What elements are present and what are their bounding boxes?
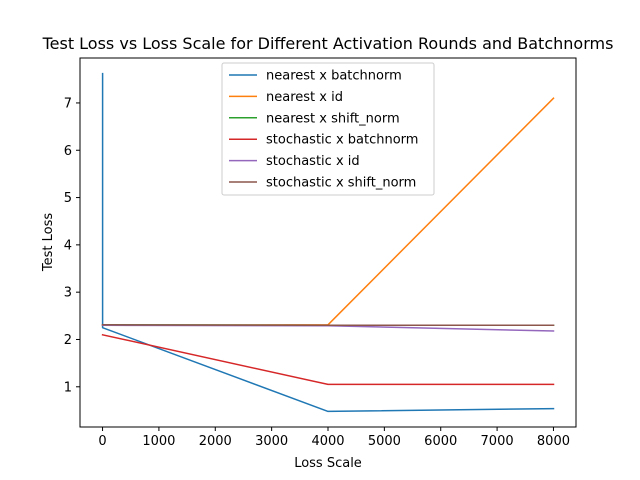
y-axis: 1 2 3 4 5 6 7 [64, 96, 80, 395]
x-tick-label: 8000 [537, 434, 570, 449]
series-line-1 [101, 72, 555, 413]
y-tick-label: 6 [64, 144, 72, 159]
legend: nearest x batchnorm nearest x id nearest x… [221, 62, 435, 196]
y-tick-label: 4 [64, 238, 72, 253]
plot-lines [101, 72, 555, 413]
y-tick-label: 3 [64, 286, 72, 301]
x-tick-label: 6000 [424, 434, 457, 449]
x-tick-label: 0 [98, 434, 106, 449]
x-tick-label: 4000 [311, 434, 344, 449]
y-axis-label: Test Loss [41, 213, 56, 272]
series-line-6 [101, 324, 555, 327]
y-tick-label: 1 [64, 380, 72, 395]
legend-box [221, 62, 435, 196]
legend-label-4: stochastic x batchnorm [266, 133, 418, 148]
chart-title: Test Loss vs Loss Scale for Different Ac… [42, 34, 614, 53]
y-tick-label: 5 [64, 191, 72, 206]
x-tick-label: 1000 [142, 434, 175, 449]
x-tick-label: 5000 [368, 434, 401, 449]
legend-label-3: nearest x shift_norm [266, 111, 400, 126]
legend-label-5: stochastic x id [266, 154, 360, 169]
legend-label-1: nearest x batchnorm [266, 69, 402, 84]
x-axis: 0 1000 2000 3000 4000 5000 6000 7000 8000 [98, 427, 570, 449]
x-axis-label: Loss Scale [294, 456, 362, 471]
series-line-4 [101, 333, 555, 386]
series-line-5 [101, 324, 555, 332]
legend-label-6: stochastic x shift_norm [266, 176, 416, 191]
y-tick-label: 2 [64, 333, 72, 348]
x-tick-label: 7000 [481, 434, 514, 449]
legend-label-2: nearest x id [266, 90, 343, 105]
y-tick-label: 7 [64, 96, 72, 111]
x-tick-label: 3000 [255, 434, 288, 449]
x-tick-label: 2000 [199, 434, 232, 449]
